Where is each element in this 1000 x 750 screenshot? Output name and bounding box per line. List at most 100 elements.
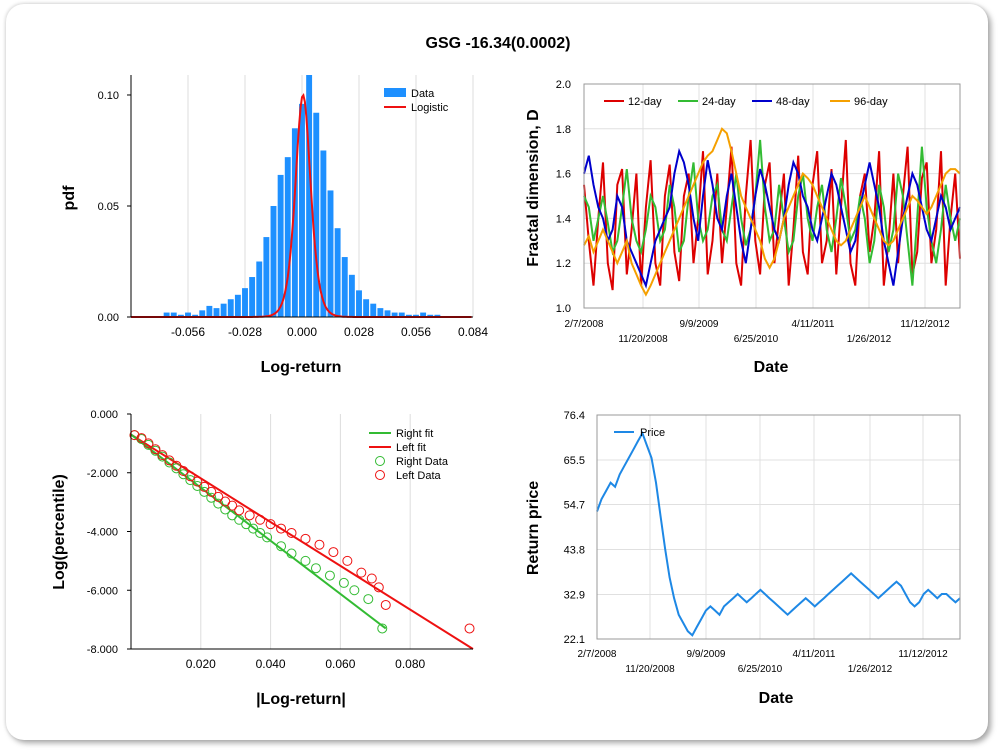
fractal-series-line: [583, 139, 961, 291]
price-xlabel: Date: [759, 690, 794, 707]
tail-xlabel: |Log-return|: [256, 691, 346, 708]
tail-y-tick: -8.000: [87, 644, 118, 656]
hist-bar: [377, 308, 384, 317]
fractal-x-tick: 1/26/2012: [847, 334, 892, 345]
right-data-point: [300, 555, 311, 566]
price-y-tick: 22.1: [564, 634, 585, 646]
left-data-point: [380, 599, 391, 610]
right-data-point: [324, 570, 335, 581]
hist-x-tick: -0.056: [171, 325, 205, 339]
price-x-tick: 9/9/2009: [687, 649, 726, 660]
hist-bar: [277, 174, 284, 317]
left-data-point: [213, 491, 224, 502]
fractal-x-tick: 9/9/2009: [680, 319, 719, 330]
tail-y-tick: -2.000: [87, 468, 118, 480]
hist-bar: [306, 75, 313, 317]
fractal-plot-border: [583, 83, 961, 309]
legend-right-data-swatch: [375, 456, 385, 466]
fractal-x-tick: 11/12/2012: [900, 319, 950, 330]
fractal-y-tick: 1.4: [556, 213, 571, 225]
fractal-ylabel: Fractal dimension, D: [525, 109, 542, 266]
right-data-point: [248, 523, 259, 534]
price-x-tick: 11/12/2012: [898, 649, 948, 660]
right-data-point: [227, 510, 238, 521]
price-panel: 22.1 32.9 43.8 54.7 65.5 76.4 2/7/2008 9/9/2009…: [564, 410, 961, 675]
hist-x-tick: 0.056: [401, 325, 431, 339]
fractal-panel: 1.0 1.2 1.4 1.6 1.8 2.0 2/7/2008 9/9/2009 4/11/2…: [556, 79, 961, 345]
hist-bar: [313, 112, 320, 317]
tail-x-tick: 0.080: [395, 657, 425, 671]
right-data-point: [363, 594, 374, 605]
tail-x-tick: 0.060: [325, 657, 355, 671]
left-data-point: [206, 486, 217, 497]
right-data-point: [286, 548, 297, 559]
price-ylabel: Return price: [525, 481, 542, 575]
right-data-point: [199, 486, 210, 497]
fractal-legend-label: 48-day: [776, 96, 810, 108]
tail-x-tick: 0.020: [186, 657, 216, 671]
tail-y-tick: -4.000: [87, 527, 118, 539]
tail-y-tick: 0.000: [90, 409, 118, 421]
tail-ylabel: Log(percentile): [51, 474, 68, 590]
hist-bar: [384, 310, 391, 317]
hist-bar: [177, 314, 184, 317]
legend-left-data-label: Left Data: [396, 470, 442, 482]
price-y-tick: 76.4: [564, 410, 585, 422]
hist-bar: [334, 228, 341, 317]
left-data-point: [143, 438, 154, 449]
hist-xlabel: Log-return: [261, 359, 342, 376]
price-y-tick: 32.9: [564, 589, 585, 601]
hist-y-tick: 0.10: [98, 90, 119, 102]
hist-bar: [270, 205, 277, 317]
legend-price-label: Price: [640, 427, 665, 439]
left-data-point: [199, 481, 210, 492]
left-data-point: [157, 450, 168, 461]
left-data-point: [300, 533, 311, 544]
hist-bar: [192, 314, 199, 317]
right-data-point: [349, 585, 360, 596]
right-data-point: [185, 475, 196, 486]
fractal-series-line: [583, 127, 961, 297]
left-data-point: [286, 527, 297, 538]
right-data-point: [206, 492, 217, 503]
fractal-y-tick: 2.0: [556, 79, 571, 91]
left-data-point: [129, 430, 140, 441]
hist-bar: [242, 288, 248, 317]
tail-x-tick: 0.040: [256, 657, 286, 671]
fractal-x-tick: 2/7/2008: [565, 319, 604, 330]
left-data-point: [171, 460, 182, 471]
left-data-point: [164, 455, 175, 466]
legend-right-data-label: Right Data: [396, 456, 449, 468]
hist-bar: [405, 314, 412, 317]
left-data-point: [276, 523, 287, 534]
price-x-tick: 11/20/2008: [625, 664, 675, 675]
hist-ylabel: pdf: [61, 185, 78, 211]
fractal-legend-label: 12-day: [628, 96, 662, 108]
hist-bar: [356, 290, 362, 317]
tail-y-tick: -6.000: [87, 585, 118, 597]
hist-bar: [263, 237, 270, 317]
legend-left-fit-label: Left fit: [396, 442, 426, 454]
left-data-point: [255, 514, 266, 525]
hist-x-tick: 0.084: [458, 325, 488, 339]
hist-bar: [234, 294, 241, 317]
hist-bar: [320, 150, 327, 317]
hist-bar: [199, 310, 206, 317]
hist-bar: [398, 312, 405, 317]
fractal-x-tick: 4/11/2011: [791, 319, 834, 330]
price-x-tick: 6/25/2010: [738, 664, 783, 675]
hist-bar: [291, 128, 298, 317]
right-data-point: [276, 541, 287, 552]
price-y-tick: 65.5: [564, 455, 585, 467]
fractal-xlabel: Date: [754, 359, 789, 376]
left-data-point: [234, 505, 245, 516]
legend-right-fit-label: Right fit: [396, 428, 433, 440]
left-data-point: [185, 471, 196, 482]
right-data-point: [262, 532, 273, 543]
hist-bar: [391, 312, 398, 317]
hist-x-tick: -0.028: [228, 325, 262, 339]
hist-bar: [341, 257, 348, 317]
hist-bar: [213, 308, 220, 317]
price-x-tick: 4/11/2011: [792, 649, 835, 660]
